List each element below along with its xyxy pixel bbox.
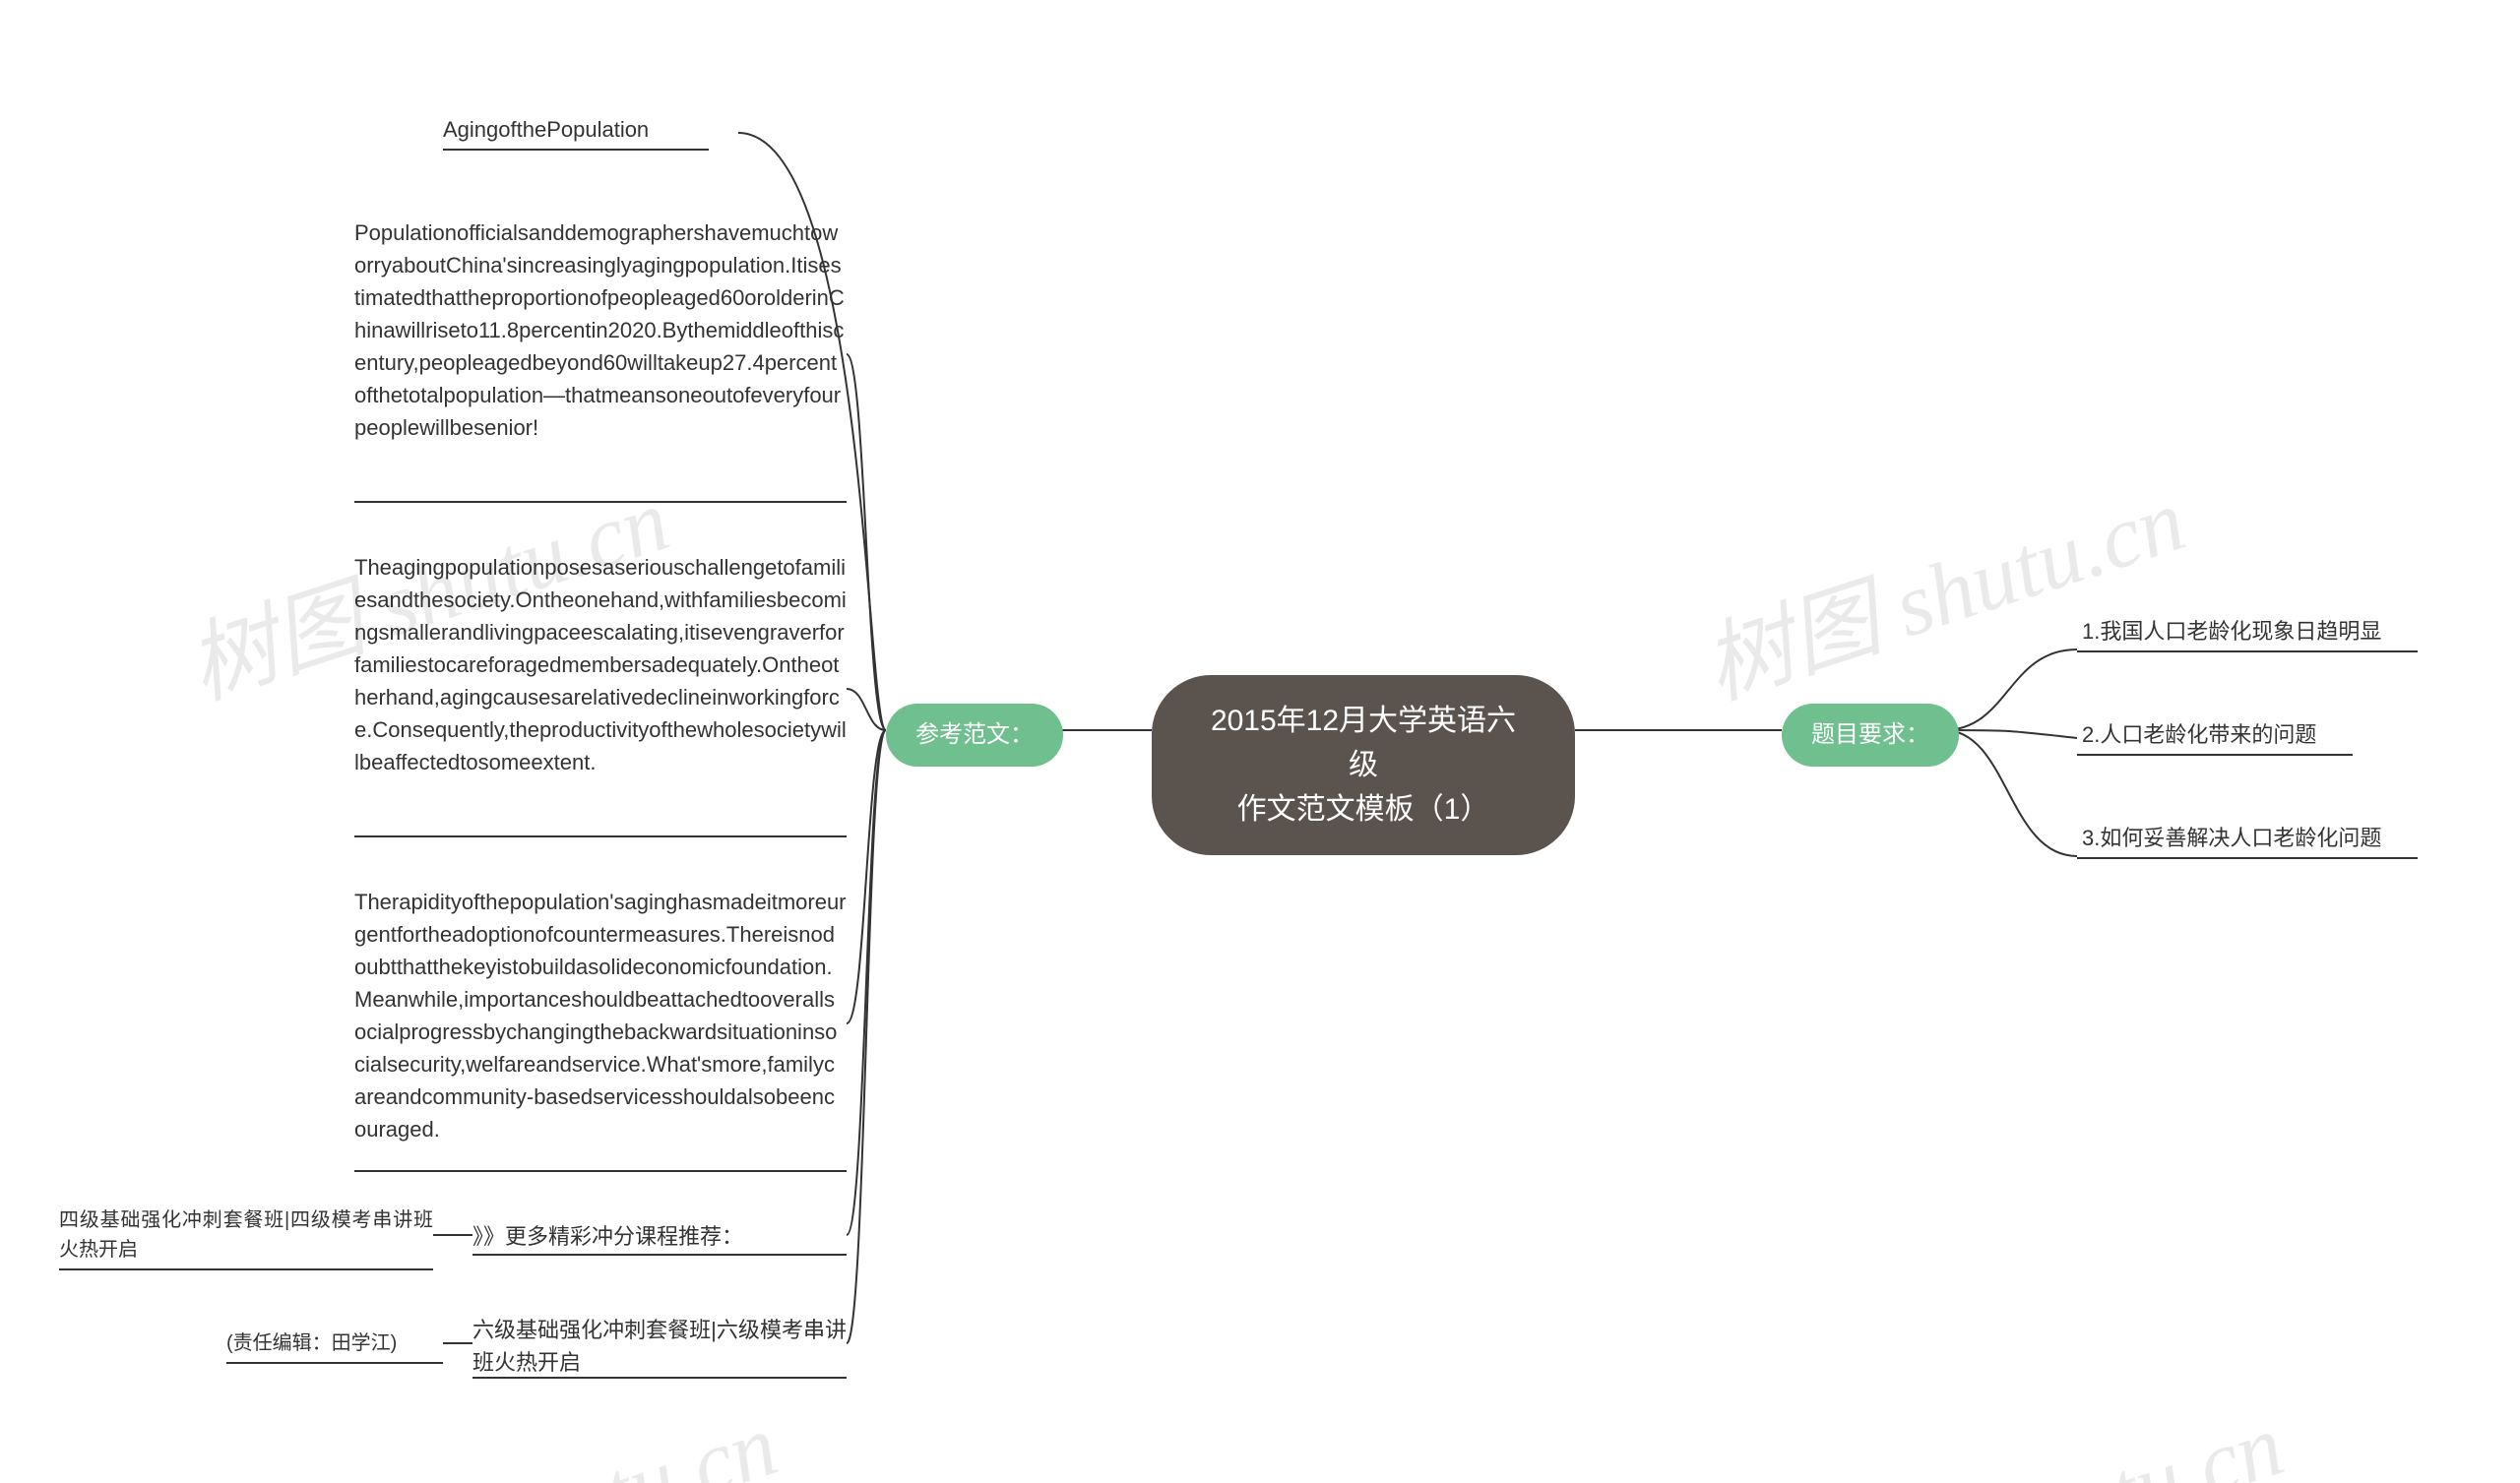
sample-node: 参考范文： (886, 704, 1063, 767)
edge-sample-p2 (847, 354, 886, 730)
requirements-node: 题目要求： (1782, 704, 1959, 767)
course-l6: 六级基础强化冲刺套餐班|六级模考串讲班火热开启 (472, 1314, 847, 1379)
editor-credit: (责任编辑：田学江) (226, 1329, 443, 1358)
watermark-3: 树图 shutu.cn (278, 1373, 789, 1483)
edge-sample-rec (847, 730, 886, 1235)
watermark-2: 树图 shutu.cn (1685, 448, 2197, 723)
center-line1: 2015年12月大学英语六级 (1211, 705, 1516, 781)
center-node: 2015年12月大学英语六级 作文范文模板（1） (1152, 675, 1575, 855)
req-item-1: 1.我国人口老龄化现象日趋明显 (2082, 615, 2381, 648)
requirements-label: 题目要求： (1811, 721, 1929, 748)
para-title: AgingofthePopulation (443, 113, 935, 146)
course-rec-l4: 四级基础强化冲刺套餐班|四级模考串讲班火热开启 (59, 1205, 433, 1265)
more-courses: 》》更多精彩冲分课程推荐： (472, 1220, 847, 1253)
sample-label: 参考范文： (915, 721, 1034, 748)
para-2: Populationofficialsanddemographershavemu… (354, 216, 847, 444)
edge-sample-p3 (847, 689, 886, 730)
edge-sample-l6 (847, 730, 886, 1343)
edge-requirements-req2 (1944, 730, 2077, 738)
edge-requirements-req3 (1944, 730, 2077, 856)
edge-requirements-req1 (1944, 649, 2077, 730)
watermark-4: 树图 shutu.cn (1784, 1373, 2296, 1483)
para-4: Therapidityofthepopulation'saginghasmade… (354, 886, 847, 1145)
edge-sample-p4 (847, 730, 886, 1023)
para-3: Theagingpopulationposesaseriouschallenge… (354, 551, 847, 778)
req-item-2: 2.人口老龄化带来的问题 (2082, 718, 2316, 751)
req-item-3: 3.如何妥善解决人口老龄化问题 (2082, 822, 2381, 854)
center-line2: 作文范文模板（1） (1237, 793, 1490, 826)
